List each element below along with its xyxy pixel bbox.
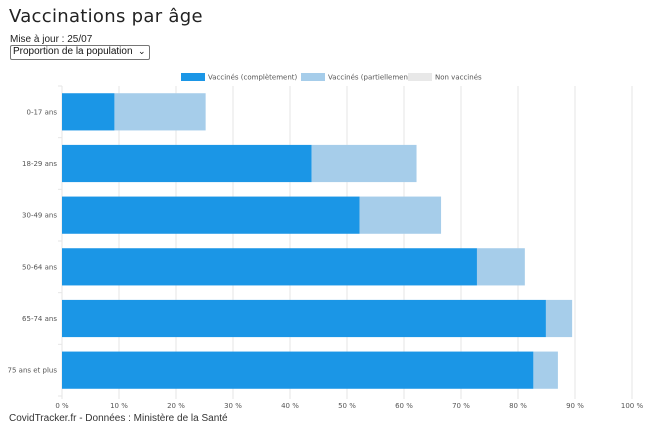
legend-label: Vaccinés (complètement) — [208, 74, 298, 82]
bar-partiel — [545, 299, 573, 338]
population-select-value: Proportion de la population — [13, 46, 133, 57]
category-label: 30-49 ans — [22, 212, 57, 220]
bar-complet — [62, 351, 534, 389]
category-label: 18-29 ans — [22, 160, 57, 168]
bar-complet — [62, 248, 477, 286]
x-tick-label: 30 % — [224, 402, 242, 410]
x-tick-label: 50 % — [338, 402, 356, 410]
category-label: 65-74 ans — [22, 315, 57, 323]
x-tick-label: 20 % — [167, 402, 185, 410]
bar-partiel — [359, 196, 442, 234]
legend-label: Vaccinés (partiellement) — [328, 74, 414, 82]
x-tick-label: 80 % — [509, 402, 527, 410]
category-label: 50-64 ans — [22, 263, 57, 271]
category-label: 75 ans et plus — [8, 367, 58, 375]
x-tick-label: 90 % — [566, 402, 584, 410]
x-tick-label: 70 % — [452, 402, 470, 410]
page-title: Vaccinations par âge — [9, 6, 203, 27]
legend-label: Non vaccinés — [435, 74, 482, 82]
x-tick-label: 0 % — [55, 402, 69, 410]
bar-partiel — [311, 144, 417, 183]
bar-complet — [62, 93, 115, 131]
population-select[interactable]: Proportion de la population ⌄ — [10, 45, 150, 60]
legend-swatch — [301, 73, 325, 81]
x-tick-label: 100 % — [621, 402, 644, 410]
x-tick-label: 40 % — [281, 402, 299, 410]
chevron-down-icon: ⌄ — [137, 46, 146, 56]
legend-swatch — [408, 73, 432, 81]
legend-swatch — [181, 73, 205, 81]
bar-partiel — [533, 351, 558, 389]
bar-complet — [62, 196, 360, 234]
x-tick-label: 10 % — [110, 402, 128, 410]
bar-complet — [62, 144, 312, 183]
category-label: 0-17 ans — [27, 108, 58, 116]
bar-partiel — [476, 248, 525, 286]
update-date: Mise à jour : 25/07 — [10, 34, 93, 45]
bar-partiel — [114, 93, 206, 131]
footer-source: CovidTracker.fr - Données : Ministère de… — [9, 413, 228, 424]
bar-complet — [62, 299, 546, 338]
x-tick-label: 60 % — [395, 402, 413, 410]
